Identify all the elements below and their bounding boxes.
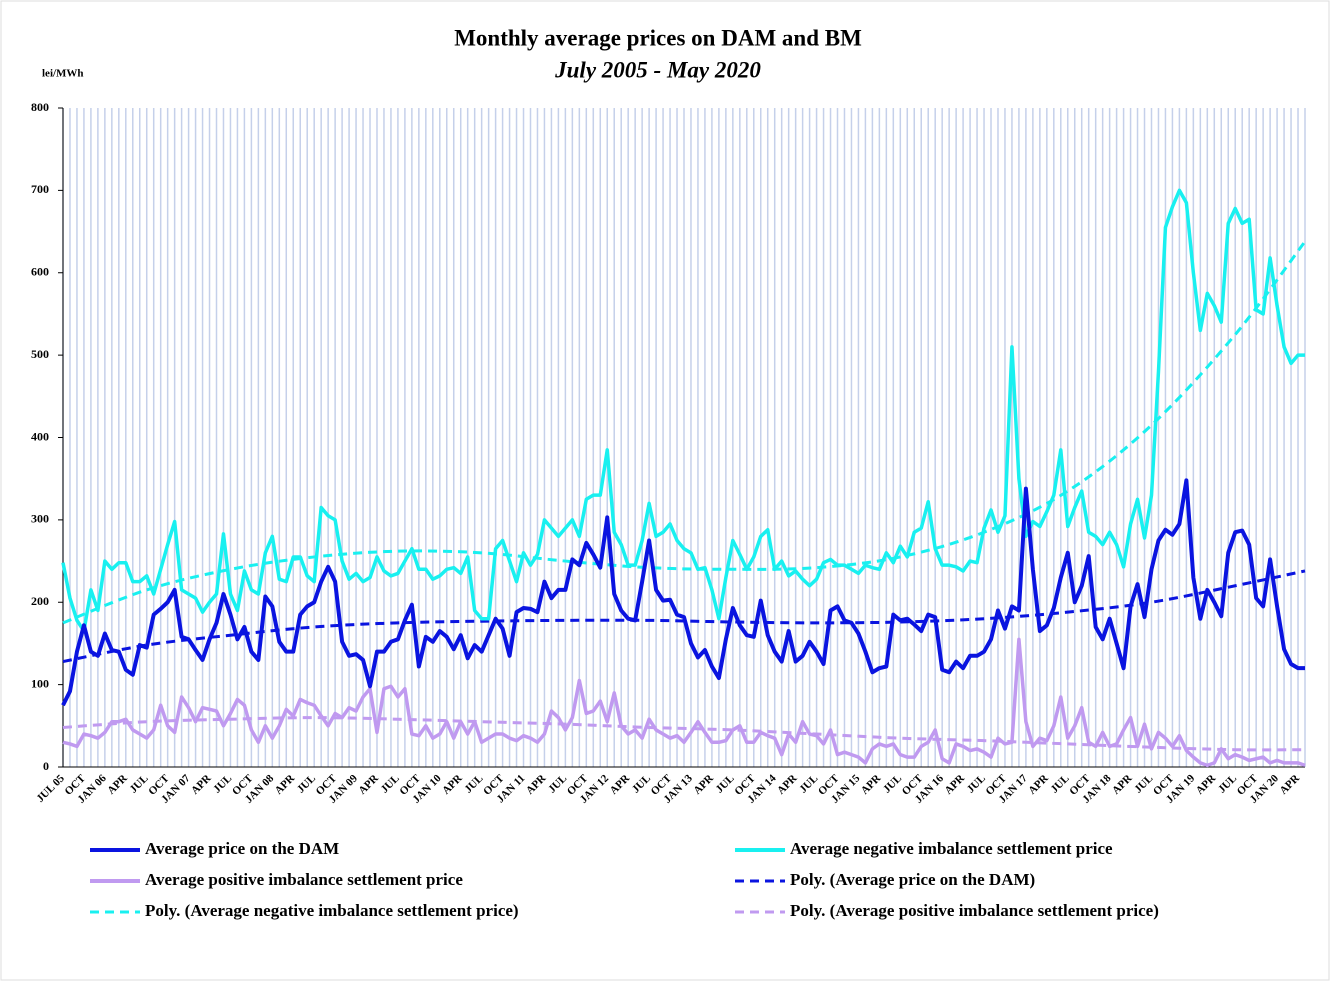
series-line bbox=[62, 637, 1306, 768]
y-tick-label: 700 bbox=[31, 182, 49, 196]
legend-label: Poly. (Average positive imbalance settle… bbox=[790, 901, 1159, 920]
legend-label: Average positive imbalance settlement pr… bbox=[145, 870, 463, 889]
legend-label: Poly. (Average price on the DAM) bbox=[790, 870, 1035, 889]
legend-label: Average price on the DAM bbox=[145, 839, 339, 858]
y-tick-label: 600 bbox=[31, 265, 49, 279]
series-line bbox=[61, 188, 1305, 633]
trend-line bbox=[62, 716, 1306, 752]
trend-line bbox=[62, 569, 1306, 664]
y-tick-label: 0 bbox=[43, 759, 49, 773]
y-tick-label: 100 bbox=[31, 676, 49, 690]
y-tick-label: 300 bbox=[31, 512, 49, 526]
y-tick-label: 200 bbox=[31, 594, 49, 608]
y-tick-label: 800 bbox=[31, 100, 49, 114]
y-tick-label: 400 bbox=[31, 429, 49, 443]
chart-subtitle: July 2005 - May 2020 bbox=[554, 57, 761, 82]
chart-title: Monthly average prices on DAM and BM bbox=[454, 25, 862, 50]
legend-label: Poly. (Average negative imbalance settle… bbox=[145, 901, 519, 920]
series-line bbox=[61, 478, 1305, 707]
legend-label: Average negative imbalance settlement pr… bbox=[790, 839, 1113, 858]
y-tick-label: 500 bbox=[31, 347, 49, 361]
y-axis-label: lei/MWh bbox=[42, 68, 84, 80]
